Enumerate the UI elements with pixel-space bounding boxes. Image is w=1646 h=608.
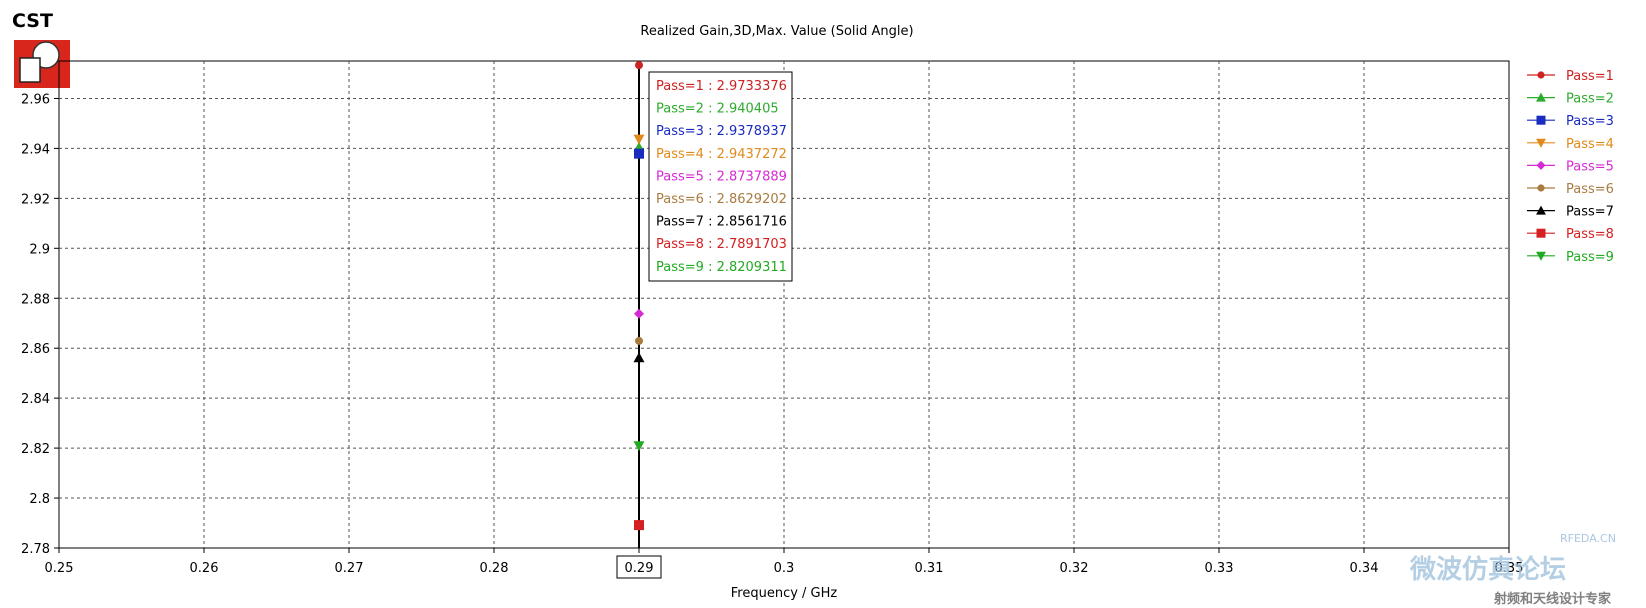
legend-label-pass-7: Pass=7 — [1566, 205, 1614, 220]
legend-marker-pass-8 — [1536, 228, 1546, 238]
x-tick-label: 0.25 — [45, 561, 74, 576]
y-tick-label: 2.82 — [21, 442, 50, 457]
data-point-pass-8 — [634, 520, 644, 531]
legend-label-pass-2: Pass=2 — [1566, 92, 1614, 107]
watermark-brand: 微波仿真论坛 — [1409, 554, 1566, 585]
legend-marker-pass-3 — [1536, 115, 1546, 125]
x-tick-label: 0.27 — [335, 561, 364, 576]
y-tick-label: 2.94 — [21, 142, 50, 157]
legend-label-pass-9: Pass=9 — [1566, 250, 1614, 265]
legend-marker-pass-6 — [1537, 184, 1545, 192]
readout-line-pass-8: Pass=8 : 2.7891703 — [656, 237, 787, 252]
x-axis-label: Frequency / GHz — [731, 586, 838, 601]
y-tick-label: 2.9 — [29, 242, 50, 257]
x-tick-label: 0.31 — [915, 561, 944, 576]
x-tick-label: 0.26 — [190, 561, 219, 576]
cst-logo-text: CST — [12, 10, 53, 32]
watermark: RFEDA.CN 微波仿真论坛 射频和天线设计专家 — [1409, 532, 1616, 607]
x-tick-highlight-box — [616, 555, 662, 579]
readout-line-pass-5: Pass=5 : 2.8737889 — [656, 169, 787, 184]
y-tick-label: 2.78 — [21, 542, 50, 557]
y-tick-label: 2.84 — [21, 392, 50, 407]
marker-readout-box — [648, 71, 793, 282]
cst-logo-box-icon — [19, 57, 41, 83]
grid — [59, 61, 1509, 548]
legend-label-pass-4: Pass=4 — [1566, 137, 1614, 152]
y-tick-label: 2.8 — [29, 492, 50, 507]
legend-label-pass-1: Pass=1 — [1566, 69, 1614, 84]
readout-line-pass-3: Pass=3 : 2.9378937 — [656, 124, 787, 139]
data-point-pass-3 — [634, 148, 644, 159]
readout-line-pass-1: Pass=1 : 2.9733376 — [656, 79, 787, 94]
watermark-site: RFEDA.CN — [1560, 532, 1616, 545]
x-tick-label: 0.3 — [774, 561, 795, 576]
watermark-tagline: 射频和天线设计专家 — [1493, 591, 1612, 607]
readout-line-pass-4: Pass=4 : 2.9437272 — [656, 147, 787, 162]
data-points — [633, 61, 645, 531]
legend-label-pass-8: Pass=8 — [1566, 227, 1614, 242]
legend-label-pass-5: Pass=5 — [1566, 159, 1614, 174]
x-tick-label: 0.34 — [1350, 561, 1379, 576]
readout-line-pass-2: Pass=2 : 2.940405 — [656, 102, 779, 117]
y-tick-label: 2.86 — [21, 342, 50, 357]
data-point-pass-7 — [633, 352, 645, 363]
data-point-pass-6 — [635, 336, 643, 345]
legend-marker-pass-5 — [1536, 160, 1546, 170]
chart-title: Realized Gain,3D,Max. Value (Solid Angle… — [640, 24, 913, 39]
marker-readout: Pass=1 : 2.9733376 Pass=2 : 2.940405 Pass=… — [648, 71, 793, 282]
y-tick-label: 2.96 — [21, 92, 50, 107]
x-axis: 0.25 0.26 0.27 0.28 0.29 0.3 0.31 0.32 0.33 0.34 0… — [45, 548, 1524, 579]
legend-marker-pass-9 — [1536, 251, 1546, 261]
legend-label-pass-6: Pass=6 — [1566, 182, 1614, 197]
readout-line-pass-7: Pass=7 : 2.8561716 — [656, 215, 787, 230]
cst-logo: CST — [12, 10, 70, 88]
y-tick-label: 2.88 — [21, 292, 50, 307]
legend-marker-pass-4 — [1536, 138, 1546, 148]
y-axis: 2.78 2.8 2.82 2.84 2.86 2.88 2.9 2.92 2.94 2.96 — [21, 92, 59, 557]
data-point-pass-4 — [633, 134, 645, 145]
readout-line-pass-6: Pass=6 : 2.8629202 — [656, 192, 787, 207]
legend-marker-pass-1 — [1537, 71, 1545, 79]
x-tick-label: 0.35 — [1495, 561, 1524, 576]
readout-line-pass-9: Pass=9 : 2.8209311 — [656, 260, 787, 275]
legend-marker-pass-7 — [1536, 205, 1546, 215]
legend-label-pass-3: Pass=3 — [1566, 114, 1614, 129]
data-point-pass-9 — [633, 441, 645, 452]
data-point-pass-1 — [635, 61, 643, 70]
legend: Pass=1 Pass=2 Pass=3 Pass=4 Pass=5 Pass=6 Pass… — [1527, 69, 1614, 265]
x-tick-label: 0.32 — [1060, 561, 1089, 576]
data-point-pass-5 — [634, 308, 644, 319]
x-tick-label: 0.29 — [625, 561, 654, 576]
x-tick-label: 0.33 — [1205, 561, 1234, 576]
legend-marker-pass-2 — [1536, 92, 1546, 102]
x-tick-label: 0.28 — [480, 561, 509, 576]
y-tick-label: 2.92 — [21, 192, 50, 207]
